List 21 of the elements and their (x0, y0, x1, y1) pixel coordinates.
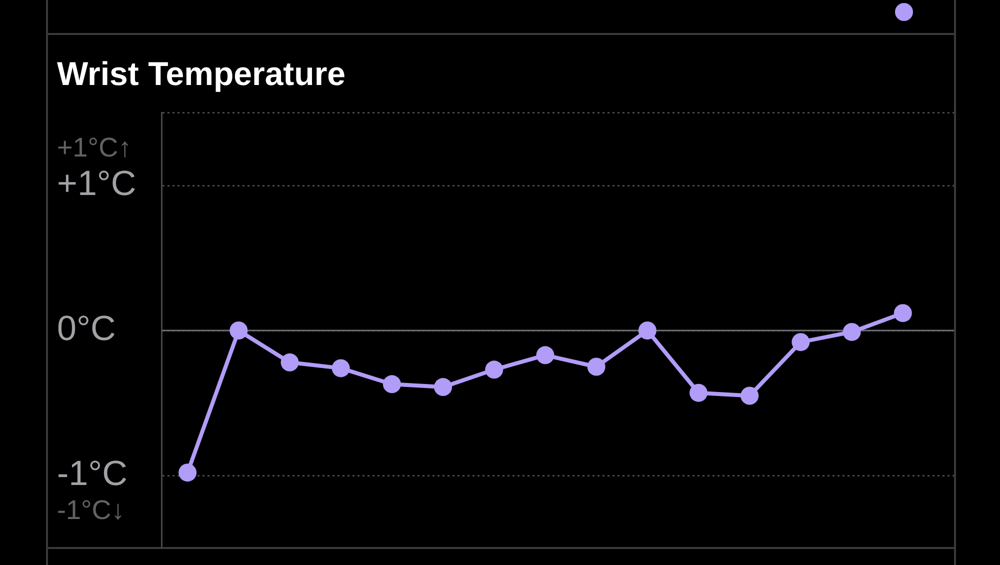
point (280, 353, 299, 372)
point (842, 322, 861, 341)
y-tick-label: 0°C (57, 309, 116, 348)
y-tick-label: +1°C↑ (57, 132, 132, 163)
point (178, 464, 197, 482)
chart-title: Wrist Temperature (57, 54, 346, 94)
point (382, 375, 401, 394)
point (638, 322, 656, 340)
point (894, 304, 912, 322)
point (792, 333, 810, 352)
point (740, 386, 759, 405)
point (536, 346, 554, 364)
y-tick-label: -1°C (57, 454, 128, 494)
point (690, 384, 708, 402)
point (332, 359, 350, 378)
point (485, 360, 504, 379)
point (230, 322, 248, 340)
point (434, 378, 452, 396)
y-tick-label: +1°C (57, 164, 136, 204)
point (587, 358, 606, 376)
y-tick-label: -1°C↓ (57, 495, 125, 526)
